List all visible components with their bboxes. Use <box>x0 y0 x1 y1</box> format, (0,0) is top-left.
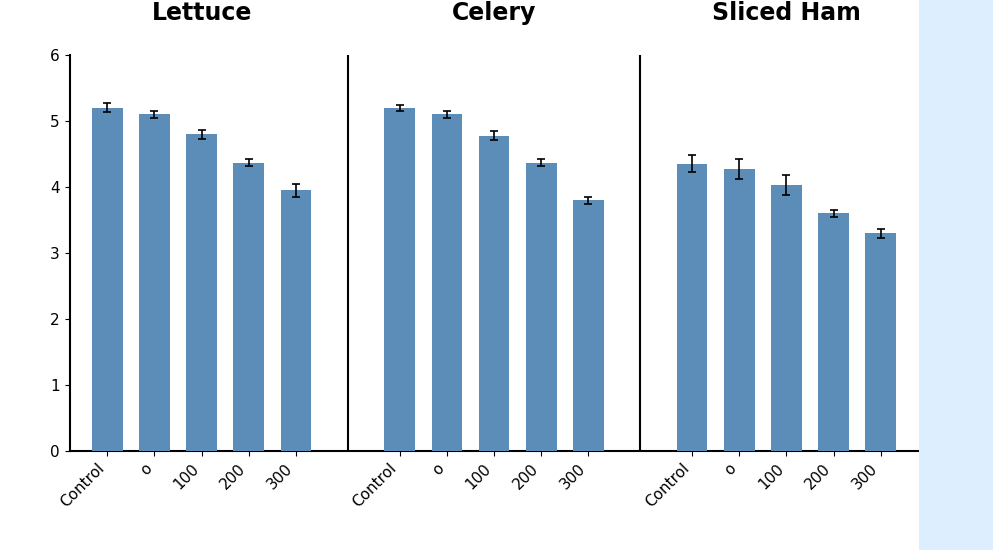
Bar <box>573 200 604 451</box>
Bar <box>281 190 311 451</box>
Bar <box>677 164 707 451</box>
Bar <box>432 114 462 451</box>
Bar <box>92 108 122 451</box>
Text: Lettuce: Lettuce <box>151 1 252 25</box>
Bar <box>384 108 415 451</box>
Bar <box>139 114 170 451</box>
Bar <box>233 163 264 451</box>
Bar <box>866 233 896 451</box>
Bar <box>724 169 755 451</box>
Bar <box>187 134 216 451</box>
Bar <box>479 135 509 451</box>
Bar <box>818 213 849 451</box>
Bar <box>526 163 556 451</box>
Bar <box>772 185 801 451</box>
Text: Sliced Ham: Sliced Ham <box>712 1 861 25</box>
Text: Celery: Celery <box>452 1 536 25</box>
